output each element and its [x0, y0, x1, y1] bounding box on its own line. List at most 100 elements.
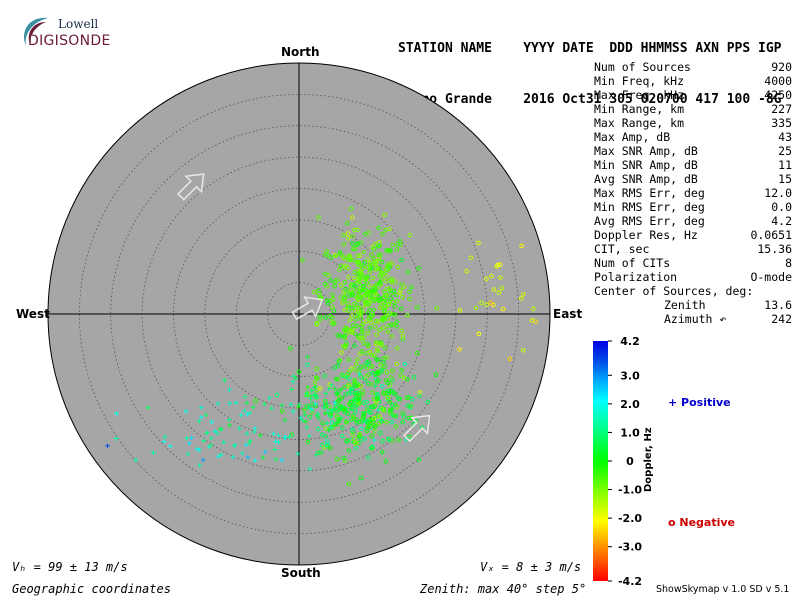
source-point-negative: [352, 343, 357, 349]
source-point-negative: [253, 398, 258, 404]
source-point-negative: [348, 399, 354, 405]
source-point-negative: [382, 345, 388, 351]
source-point-negative: [391, 288, 397, 294]
source-point-negative: [402, 284, 407, 290]
source-point-positive: [227, 387, 232, 392]
source-point-negative: [369, 364, 375, 369]
source-point-positive: [251, 405, 256, 410]
source-point-negative: [324, 442, 330, 448]
source-point-negative: [361, 249, 366, 255]
source-point-negative: [311, 289, 317, 295]
source-point-negative: [367, 269, 373, 275]
source-point-positive: [344, 375, 349, 380]
source-point-negative: [364, 374, 369, 379]
source-point-negative: [381, 359, 386, 365]
stat-label: CIT, sec: [594, 242, 650, 256]
stat-label: Max Freq, kHz: [594, 88, 685, 102]
source-point-negative: [365, 341, 371, 347]
source-point-positive: [390, 413, 395, 418]
source-point-negative: [352, 382, 357, 388]
source-point-positive: [305, 354, 310, 360]
source-point-negative: [341, 290, 346, 295]
stat-row: Max Freq, kHz 4250: [594, 88, 792, 102]
source-point-positive: [262, 449, 268, 454]
stat-row: Max Range, km 335: [594, 116, 792, 130]
statistics-panel: Num of Sources 920 Min Freq, kHz 4000 Max Fr…: [594, 60, 792, 326]
source-point-positive: [199, 415, 204, 420]
stat-label: Avg RMS Err, deg: [594, 214, 705, 228]
stat-label: Doppler Res, Hz: [594, 228, 698, 242]
source-point-negative: [357, 391, 362, 397]
source-point-positive: [372, 437, 377, 443]
source-point-negative: [377, 274, 383, 279]
horizontal-velocity: Vₕ = 99 ± 13 m/s: [12, 560, 128, 574]
stat-label: Polarization: [594, 270, 678, 284]
source-point-negative: [318, 450, 324, 455]
source-point-negative: [364, 426, 370, 431]
source-point-positive: [252, 458, 258, 463]
stat-label: Zenith: [664, 298, 706, 312]
source-point-positive: [243, 442, 249, 447]
source-point-negative: [352, 436, 357, 442]
source-point-negative: [484, 276, 489, 282]
stat-row: Avg RMS Err, deg 4.2: [594, 214, 792, 228]
source-point-negative: [369, 434, 375, 439]
source-point-negative: [393, 424, 399, 429]
source-point-negative: [425, 399, 431, 405]
source-point-negative: [338, 263, 344, 269]
source-point-negative: [369, 404, 375, 410]
source-point-negative: [367, 264, 373, 270]
logo-swoosh-icon: [24, 17, 48, 46]
source-point-positive: [276, 433, 281, 438]
east-label: East: [553, 307, 583, 321]
stat-value: 242: [771, 312, 792, 326]
source-point-positive: [328, 414, 333, 420]
source-point-negative: [334, 376, 339, 382]
source-point-negative: [395, 346, 400, 351]
source-point-negative: [394, 323, 399, 329]
source-point-positive: [269, 406, 274, 411]
source-point-negative: [354, 417, 360, 423]
source-point-negative: [399, 328, 404, 334]
source-point-negative: [356, 335, 362, 341]
source-point-negative: [359, 349, 365, 354]
source-point-negative: [374, 347, 380, 352]
source-point-negative: [350, 241, 355, 246]
source-point-negative: [398, 287, 403, 293]
source-point-negative: [352, 227, 357, 233]
source-point-negative: [307, 414, 313, 420]
source-point-negative: [393, 402, 398, 408]
source-point-positive: [308, 396, 314, 401]
source-point-negative: [341, 407, 346, 412]
source-point-negative: [350, 429, 356, 434]
stat-value: 8: [785, 256, 792, 270]
source-point-positive: [388, 387, 394, 393]
source-point-positive: [291, 374, 296, 379]
source-point-negative: [361, 411, 366, 416]
source-point-negative: [319, 432, 325, 438]
doppler-colorbar: [593, 341, 608, 581]
source-point-negative: [404, 395, 410, 401]
colorbar-tick-label: 1.0: [620, 426, 640, 439]
source-point-negative: [519, 243, 524, 249]
source-point-negative: [335, 456, 340, 462]
source-point-negative: [371, 256, 377, 262]
source-point-negative: [357, 312, 362, 318]
source-point-negative: [457, 347, 462, 352]
source-point-negative: [346, 308, 352, 314]
source-point-positive: [244, 400, 249, 406]
source-point-negative: [355, 288, 360, 294]
stat-value: 0.0651: [750, 228, 792, 242]
source-point-negative: [325, 253, 331, 258]
source-point-negative: [314, 321, 319, 326]
velocity-arrow-icon: [291, 296, 324, 321]
source-point-positive: [309, 388, 314, 393]
source-point-negative: [375, 413, 380, 419]
source-point-negative: [343, 263, 348, 269]
source-point-negative: [356, 401, 361, 407]
source-point-negative: [379, 342, 384, 347]
source-point-negative: [384, 293, 390, 298]
source-point-negative: [351, 286, 357, 292]
source-point-negative: [343, 327, 349, 333]
source-point-negative: [405, 270, 411, 275]
